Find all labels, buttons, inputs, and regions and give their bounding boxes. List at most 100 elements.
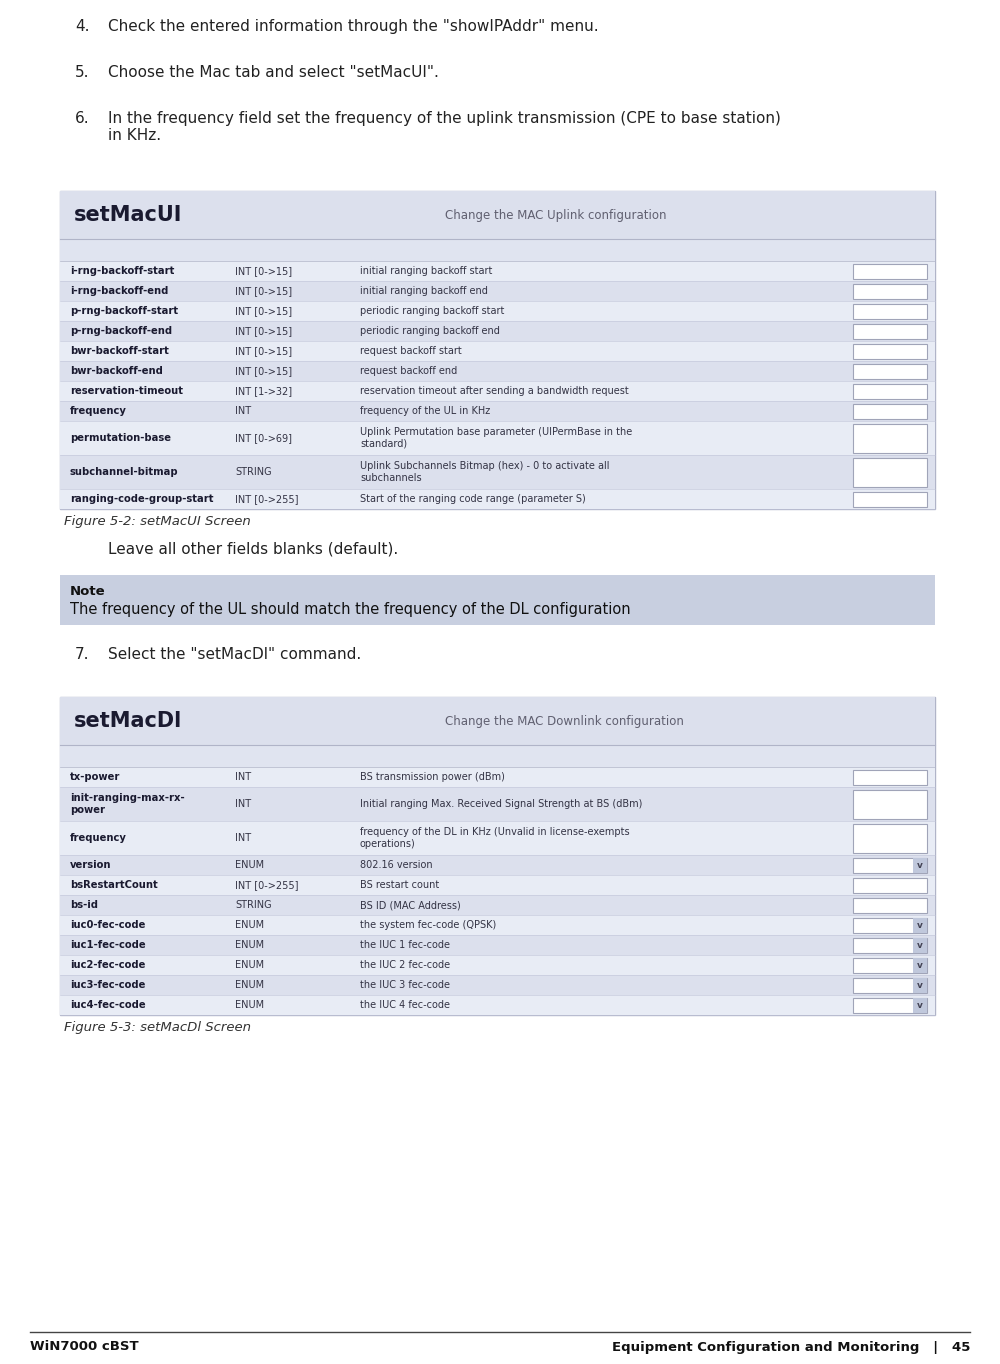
Bar [913,958,927,973]
Text: iuc0-fec-code: iuc0-fec-code [70,919,145,930]
Bar [60,490,935,509]
Bar [60,456,935,490]
Text: BS ID (MAC Address): BS ID (MAC Address) [360,900,461,910]
Text: iuc2-fec-code: iuc2-fec-code [70,960,145,970]
Text: frequency of the UL in KHz: frequency of the UL in KHz [360,406,490,416]
Bar [853,937,927,952]
Text: setMacDl: setMacDl [74,711,182,731]
Text: iuc3-fec-code: iuc3-fec-code [70,979,145,990]
Text: request backoff start: request backoff start [360,346,462,356]
Text: Note: Note [70,585,106,597]
Text: INT [0->69]: INT [0->69] [235,432,292,443]
Text: frequency: frequency [70,406,127,416]
Text: version: version [70,859,112,870]
Text: Figure 5-3: setMacDl Screen: Figure 5-3: setMacDl Screen [64,1022,251,1034]
Bar [853,958,927,973]
Text: INT [0->255]: INT [0->255] [235,880,298,889]
Bar [60,915,935,934]
Bar [853,263,927,278]
Text: iuc1-fec-code: iuc1-fec-code [70,940,146,949]
Bar [853,824,927,852]
Bar [853,423,927,453]
Bar [853,858,927,873]
Bar [60,261,935,281]
Bar [853,491,927,506]
Text: INT [0->15]: INT [0->15] [235,266,292,276]
Bar [60,281,935,301]
Text: The frequency of the UL should match the frequency of the DL configuration: The frequency of the UL should match the… [70,602,631,617]
Bar [60,191,935,239]
Text: 5.: 5. [75,65,90,80]
Text: Change the MAC Uplink configuration: Change the MAC Uplink configuration [445,209,666,221]
Text: 7.: 7. [75,647,90,662]
Text: BS transmission power (dBm): BS transmission power (dBm) [360,772,505,782]
Text: v: v [917,861,923,869]
Bar [853,997,927,1012]
Bar [60,341,935,361]
Text: Figure 5-2: setMacUI Screen: Figure 5-2: setMacUI Screen [64,516,251,528]
Text: v: v [917,960,923,970]
Bar [853,918,927,933]
Bar [913,858,927,873]
Text: ENUM: ENUM [235,1000,264,1009]
Text: 4.: 4. [75,19,90,34]
Text: periodic ranging backoff start: periodic ranging backoff start [360,306,504,316]
Bar [853,457,927,487]
Text: init-ranging-max-rx-
power: init-ranging-max-rx- power [70,794,185,814]
Bar [60,787,935,821]
Text: WiN7000 cBST: WiN7000 cBST [30,1341,139,1353]
Bar [60,874,935,895]
Text: bs-id: bs-id [70,900,98,910]
Bar [853,363,927,378]
Bar [60,975,935,994]
Text: STRING: STRING [235,466,272,477]
Text: Uplink Permutation base parameter (UIPermBase in the
standard): Uplink Permutation base parameter (UIPer… [360,427,632,449]
Text: the system fec-code (QPSK): the system fec-code (QPSK) [360,919,496,930]
Text: ENUM: ENUM [235,919,264,930]
Bar [60,745,935,767]
Bar [60,895,935,915]
Bar [60,321,935,341]
Text: INT [0->15]: INT [0->15] [235,326,292,336]
Bar [853,383,927,398]
Text: initial ranging backoff start: initial ranging backoff start [360,266,492,276]
Text: INT: INT [235,406,251,416]
Text: v: v [917,1001,923,1009]
Text: 6.: 6. [75,110,90,125]
Text: periodic ranging backoff end: periodic ranging backoff end [360,326,500,336]
Text: v: v [917,941,923,949]
Text: the IUC 1 fec-code: the IUC 1 fec-code [360,940,450,949]
Text: the IUC 3 fec-code: the IUC 3 fec-code [360,979,450,990]
Text: tx-power: tx-power [70,772,120,782]
Text: iuc4-fec-code: iuc4-fec-code [70,1000,146,1009]
Text: Check the entered information through the "showIPAddr" menu.: Check the entered information through th… [108,19,599,34]
Bar [853,898,927,913]
Bar [853,769,927,784]
Bar [60,381,935,401]
Text: BS restart count: BS restart count [360,880,439,889]
Text: INT [0->15]: INT [0->15] [235,346,292,356]
Text: v: v [917,981,923,989]
Bar [60,994,935,1015]
Bar [60,191,935,509]
Bar [913,918,927,933]
Text: v: v [917,921,923,929]
Bar [913,937,927,952]
Bar [60,767,935,787]
Bar [913,997,927,1012]
Text: ENUM: ENUM [235,960,264,970]
Text: INT [0->255]: INT [0->255] [235,494,298,505]
Text: ENUM: ENUM [235,859,264,870]
Text: INT: INT [235,833,251,843]
Text: Start of the ranging code range (parameter S): Start of the ranging code range (paramet… [360,494,586,505]
Text: the IUC 2 fec-code: the IUC 2 fec-code [360,960,450,970]
Bar [853,404,927,419]
Text: Select the "setMacDl" command.: Select the "setMacDl" command. [108,647,361,662]
Text: bwr-backoff-start: bwr-backoff-start [70,346,169,356]
Text: INT [0->15]: INT [0->15] [235,286,292,296]
Text: Uplink Subchannels Bitmap (hex) - 0 to activate all
subchannels: Uplink Subchannels Bitmap (hex) - 0 to a… [360,461,610,483]
Text: p-rng-backoff-start: p-rng-backoff-start [70,306,178,316]
Text: INT: INT [235,772,251,782]
Bar [60,821,935,855]
Bar [60,361,935,381]
